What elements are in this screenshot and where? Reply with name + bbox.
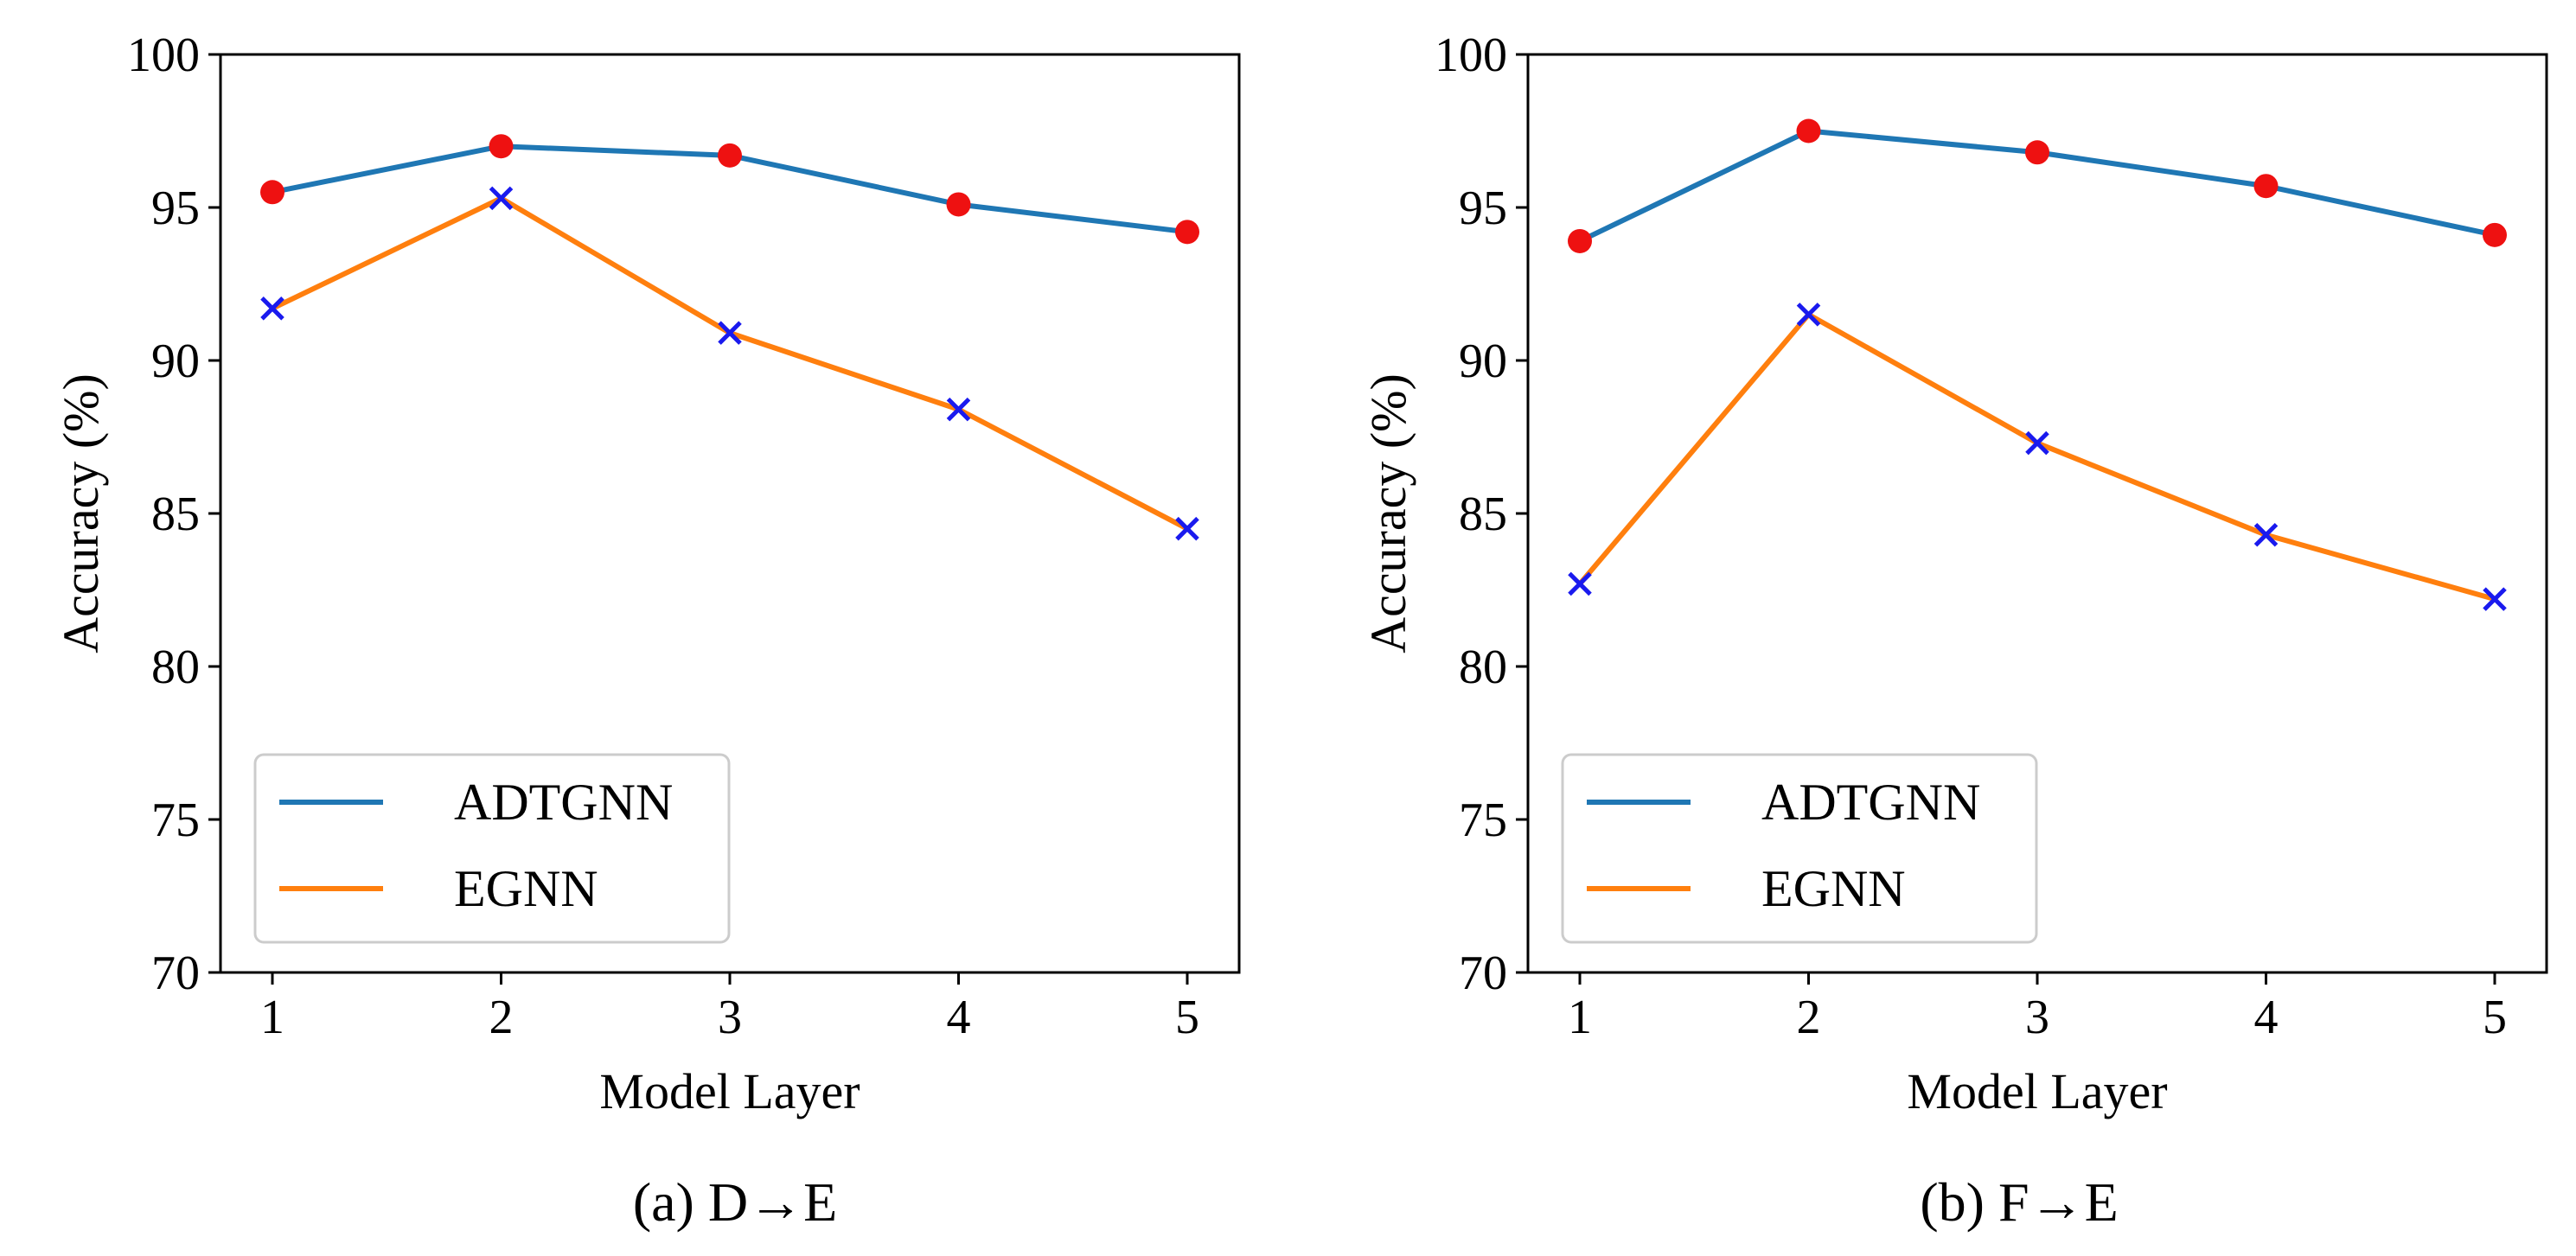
y-tick-label: 95 xyxy=(151,182,200,235)
data-point-adtgnn xyxy=(2483,222,2507,247)
y-tick-label: 85 xyxy=(1459,488,1507,541)
data-point-adtgnn xyxy=(260,180,284,205)
y-tick-label: 90 xyxy=(151,335,200,388)
x-tick-label: 4 xyxy=(947,991,971,1044)
panel-caption: (b) F→E xyxy=(1920,1171,2118,1233)
data-point-egnn xyxy=(1175,516,1199,541)
data-point-egnn xyxy=(2253,523,2279,547)
data-point-adtgnn xyxy=(946,192,971,217)
data-point-adtgnn xyxy=(1796,118,1821,143)
data-point-adtgnn xyxy=(1568,228,1592,253)
x-tick-label: 2 xyxy=(1797,991,1821,1044)
data-point-egnn xyxy=(2025,430,2049,456)
legend-label-adtgnn: ADTGNN xyxy=(454,774,673,831)
y-tick-label: 90 xyxy=(1459,335,1507,388)
y-tick-label: 80 xyxy=(151,641,200,694)
data-point-adtgnn xyxy=(489,134,514,159)
x-tick-label: 1 xyxy=(260,991,284,1044)
data-point-adtgnn xyxy=(718,143,742,168)
y-tick-label: 70 xyxy=(151,947,200,1000)
x-tick-label: 4 xyxy=(2254,991,2279,1044)
series-line-egnn xyxy=(270,195,1190,532)
x-tick-label: 3 xyxy=(718,991,742,1044)
legend-label-egnn: EGNN xyxy=(1761,860,1906,917)
y-tick-label: 80 xyxy=(1459,641,1507,694)
data-point-egnn xyxy=(1568,571,1592,596)
x-axis-label: Model Layer xyxy=(599,1063,860,1119)
y-tick-label: 75 xyxy=(1459,794,1507,847)
series-line-egnn xyxy=(1577,311,2497,602)
data-point-egnn xyxy=(489,186,514,211)
data-point-egnn xyxy=(2483,587,2507,611)
data-point-egnn xyxy=(946,397,971,422)
x-tick-label: 2 xyxy=(489,991,514,1044)
panel-caption: (a) D→E xyxy=(633,1171,837,1233)
x-tick-label: 5 xyxy=(2483,991,2507,1044)
data-point-egnn xyxy=(718,321,742,345)
x-tick-label: 5 xyxy=(1175,991,1199,1044)
legend-label-egnn: EGNN xyxy=(454,860,598,917)
chart-panel-b: 70 75 80 85 90 95 100 1 2 3 4 5 Model Layer Accuracy … xyxy=(1360,29,2548,1233)
y-tick-label: 100 xyxy=(1435,29,1507,82)
legend-label-adtgnn: ADTGNN xyxy=(1761,774,1980,831)
y-tick-label: 75 xyxy=(151,794,200,847)
y-tick-label: 85 xyxy=(151,488,200,541)
x-tick-label: 1 xyxy=(1568,991,1592,1044)
data-point-adtgnn xyxy=(2253,174,2279,199)
chart-panel-a: 70 75 80 85 90 95 100 1 2 3 4 5 Model Layer Accuracy … xyxy=(53,29,1241,1233)
y-tick-label: 100 xyxy=(127,29,200,82)
y-tick-label: 70 xyxy=(1459,947,1507,1000)
y-axis-label: Accuracy (%) xyxy=(1360,373,1416,654)
y-axis-label: Accuracy (%) xyxy=(53,373,109,654)
y-tick-label: 95 xyxy=(1459,182,1507,235)
data-point-egnn xyxy=(260,296,284,321)
data-point-adtgnn xyxy=(2025,140,2049,165)
x-tick-label: 3 xyxy=(2025,991,2049,1044)
data-point-egnn xyxy=(1796,303,1821,327)
x-axis-label: Model Layer xyxy=(1907,1063,2167,1119)
data-point-adtgnn xyxy=(1175,220,1199,245)
